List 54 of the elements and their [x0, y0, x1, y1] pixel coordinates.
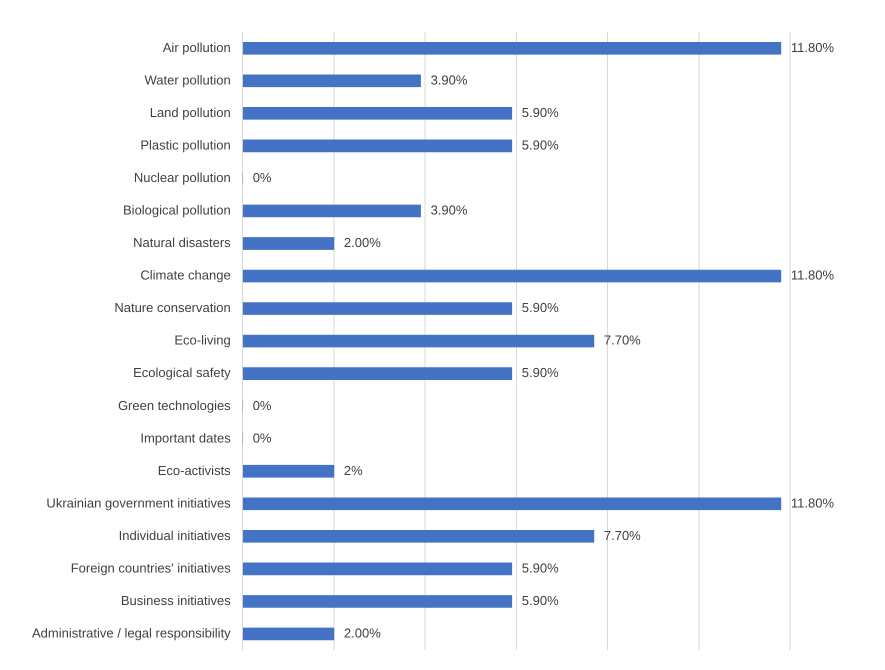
data-label: 5.90% — [522, 300, 560, 316]
y-tick-label: Ukrainian government initiatives — [46, 495, 232, 510]
data-label: 5.90% — [522, 560, 560, 576]
bar — [242, 140, 512, 152]
data-label: 0% — [252, 430, 272, 446]
y-tick-label: Individual initiatives — [118, 528, 232, 543]
bar — [242, 74, 421, 88]
bar — [242, 107, 512, 120]
bar — [242, 42, 782, 55]
data-label: 7.70% — [604, 332, 642, 348]
y-tick-label: Ecological safety — [133, 365, 232, 380]
y-tick-label: Land pollution — [150, 104, 231, 120]
bar — [242, 628, 334, 640]
y-tick-label: Eco-living — [174, 332, 231, 348]
data-label: 11.80% — [790, 495, 834, 510]
y-tick-label: Nature conservation — [114, 300, 231, 316]
bar — [242, 270, 782, 282]
data-label: 2% — [344, 462, 364, 478]
bar — [242, 334, 594, 348]
bar — [242, 464, 334, 478]
data-label: 11.80% — [790, 40, 834, 55]
data-label: 2.00% — [344, 626, 382, 641]
y-tick-label: Water pollution — [144, 72, 231, 88]
y-tick-label: Administrative / legal responsibility — [32, 626, 232, 641]
bar — [242, 237, 334, 250]
data-label: 5.90% — [522, 365, 560, 380]
data-label: 2.00% — [344, 235, 382, 250]
data-label: 5.90% — [522, 104, 560, 120]
y-tick-label: Plastic pollution — [140, 137, 231, 152]
data-label: 0% — [252, 398, 272, 413]
data-label: 3.90% — [430, 202, 468, 218]
data-label: 11.80% — [790, 268, 834, 283]
bar — [242, 204, 421, 218]
data-label: 5.90% — [522, 592, 560, 608]
y-tick-label: Eco-activists — [158, 462, 232, 478]
y-tick-label: Natural disasters — [133, 235, 232, 250]
data-label: 0% — [252, 170, 272, 185]
bar — [242, 497, 782, 510]
bar — [242, 595, 512, 608]
y-tick-label: Climate change — [140, 268, 231, 283]
data-label: 5.90% — [522, 137, 560, 152]
data-label: 3.90% — [430, 72, 468, 88]
y-tick-label: Biological pollution — [123, 202, 231, 218]
bar — [242, 562, 512, 576]
y-tick-label: Green technologies — [118, 398, 232, 413]
bar — [242, 302, 512, 315]
data-label: 7.70% — [604, 528, 642, 543]
y-tick-label: Air pollution — [162, 40, 231, 55]
y-tick-label: Foreign countries' initiatives — [70, 560, 232, 576]
y-tick-label: Nuclear pollution — [134, 170, 231, 185]
y-tick-label: Important dates — [140, 430, 232, 446]
y-tick-label: Business initiatives — [120, 592, 232, 608]
bar — [242, 367, 512, 380]
bar — [242, 530, 594, 543]
